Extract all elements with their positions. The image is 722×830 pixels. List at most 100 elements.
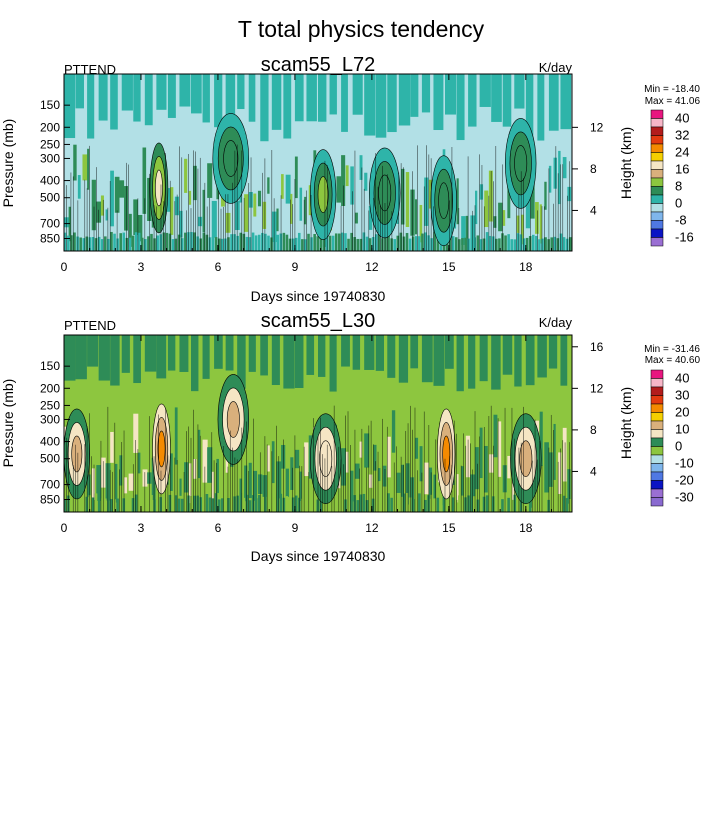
- field-boundary-layer: [184, 232, 187, 251]
- field-streak: [558, 150, 561, 205]
- field-streak: [401, 464, 404, 497]
- field-boundary-layer: [236, 235, 239, 251]
- field-boundary-layer: [553, 495, 557, 512]
- field-boundary-layer: [150, 494, 153, 512]
- p-tick-label: 700: [40, 478, 60, 492]
- field-streak: [170, 453, 173, 491]
- field-boundary-layer: [374, 234, 378, 251]
- field-streak: [128, 473, 134, 491]
- field-boundary-layer: [88, 495, 92, 512]
- field-boundary-layer: [319, 235, 323, 251]
- field-streak: [290, 193, 293, 224]
- field-boundary-layer: [273, 234, 276, 251]
- field-boundary-layer: [414, 499, 418, 512]
- field-streak: [461, 216, 466, 245]
- field-streak: [124, 186, 129, 231]
- field-streak: [87, 474, 91, 498]
- field-boundary-layer: [378, 233, 381, 251]
- field-band: [479, 74, 491, 107]
- field-streak: [133, 199, 138, 236]
- field-boundary-layer: [291, 238, 295, 251]
- field-streak: [498, 421, 502, 477]
- field-band: [156, 74, 167, 110]
- field-band: [364, 74, 376, 136]
- field-boundary-layer: [153, 499, 156, 512]
- field-boundary-layer: [365, 500, 369, 512]
- field-boundary-layer: [507, 234, 510, 251]
- field-boundary-layer: [82, 238, 86, 251]
- field-band: [421, 74, 431, 113]
- field-boundary-layer: [458, 495, 461, 512]
- field-streak: [410, 477, 415, 511]
- field-streak: [262, 201, 267, 229]
- field-streak: [539, 411, 543, 466]
- colorbar-swatch: [650, 203, 664, 213]
- field-boundary-layer: [190, 232, 193, 251]
- x-tick-label: 3: [138, 521, 145, 535]
- field-boundary-layer: [162, 232, 166, 251]
- y2-axis-label-l30: Height (km): [618, 387, 634, 459]
- field-boundary-layer: [374, 499, 378, 512]
- field-boundary-layer: [239, 232, 243, 251]
- x-axis-label-l72: Days since 19740830: [251, 288, 386, 304]
- field-boundary-layer: [451, 236, 455, 251]
- field-streak: [294, 156, 298, 199]
- field-boundary-layer: [501, 499, 504, 512]
- field-boundary-layer: [322, 495, 326, 512]
- field-streak: [239, 478, 242, 506]
- field-boundary-layer: [334, 497, 338, 512]
- colorbar-swatch: [650, 220, 664, 230]
- field-boundary-layer: [430, 494, 433, 512]
- field-band: [329, 335, 337, 392]
- field-boundary-layer: [538, 239, 541, 251]
- field-boundary-layer: [221, 238, 224, 251]
- field-band: [421, 335, 433, 383]
- field-streak: [345, 451, 349, 473]
- field-boundary-layer: [393, 497, 396, 512]
- field-streak: [202, 189, 205, 233]
- p-tick-label: 150: [40, 98, 60, 112]
- colorbar-swatch: [650, 420, 664, 430]
- field-band: [237, 74, 245, 110]
- field-boundary-layer: [104, 236, 107, 251]
- plot-frame-l72: [63, 73, 573, 252]
- field-band: [410, 74, 419, 117]
- field-boundary-layer: [350, 495, 353, 512]
- colorbar-label: -10: [675, 456, 694, 471]
- field-streak: [475, 190, 478, 225]
- field-boundary-layer: [282, 497, 286, 512]
- max-value-l72: Max = 41.06: [645, 96, 701, 107]
- field-streak: [207, 163, 213, 198]
- field-boundary-layer: [338, 233, 341, 251]
- field-boundary-layer: [338, 494, 341, 512]
- field-boundary-layer: [562, 237, 566, 251]
- field-boundary-layer: [528, 499, 532, 512]
- z-tick-label: 8: [590, 162, 597, 176]
- colorbar-swatch: [650, 143, 664, 153]
- colorbar-swatch: [650, 378, 664, 388]
- field-streak: [188, 190, 192, 205]
- field-band: [410, 335, 419, 369]
- field-streak: [562, 157, 567, 179]
- colorbar-l72: 40 32 24 16 8 0 -8 -16: [650, 109, 694, 247]
- p-tick-label: 200: [40, 120, 60, 134]
- field-streak: [336, 176, 342, 203]
- field-boundary-layer: [171, 239, 175, 251]
- x-tick-label: 0: [61, 521, 68, 535]
- field-streak: [391, 410, 396, 453]
- field-streak: [184, 158, 188, 193]
- p-tick-label: 400: [40, 174, 60, 188]
- field-streak: [281, 174, 284, 199]
- field-band: [225, 74, 236, 133]
- field-boundary-layer: [202, 498, 206, 512]
- field-streak: [91, 179, 96, 231]
- colorbar-label: 30: [675, 388, 689, 403]
- field-feature: [438, 182, 450, 220]
- field-boundary-layer: [341, 496, 344, 512]
- field-boundary-layer: [301, 498, 304, 512]
- min-value-l72: Min = -18.40: [644, 84, 700, 95]
- field-streak: [257, 190, 262, 207]
- colorbar-label: 0: [675, 196, 682, 211]
- z-tick-label: 8: [590, 423, 597, 437]
